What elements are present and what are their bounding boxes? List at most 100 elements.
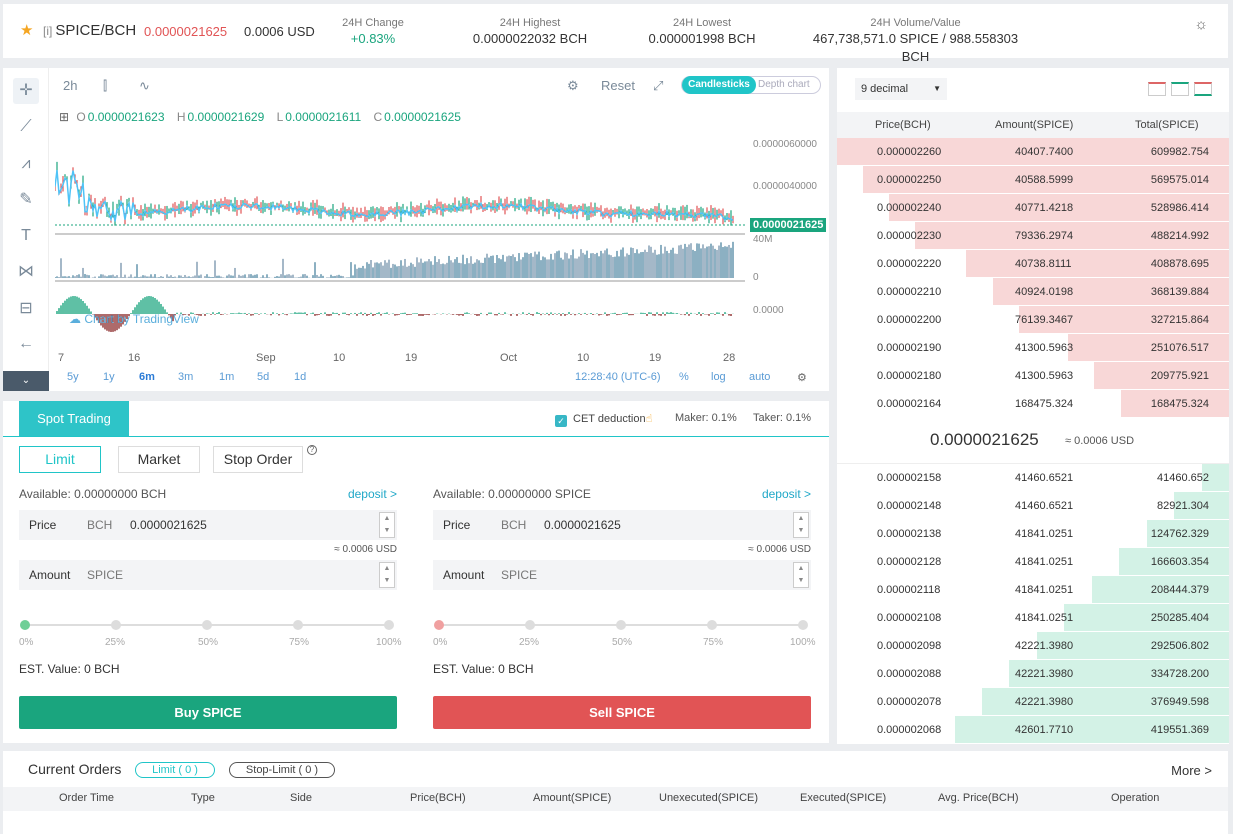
- ask-row[interactable]: 0.000002250 40588.5999 569575.014: [837, 166, 1229, 194]
- buy-percent-slider[interactable]: [20, 620, 394, 630]
- chart-settings-icon[interactable]: ⚙: [797, 372, 807, 384]
- timeframe-6m[interactable]: 6m: [139, 371, 155, 383]
- price-stepper[interactable]: ▲ ▼: [793, 512, 809, 538]
- slider-stop-50[interactable]: [616, 620, 626, 630]
- trend-line-icon[interactable]: ⟋: [20, 118, 32, 135]
- settings-gear-icon[interactable]: ⚙: [567, 78, 579, 93]
- bid-row[interactable]: 0.000002128 41841.0251 166603.354: [837, 548, 1229, 576]
- bid-total: 334728.200: [1150, 668, 1209, 680]
- slider-stop-75[interactable]: [293, 620, 303, 630]
- limit-orders-chip[interactable]: Limit ( 0 ): [135, 762, 215, 778]
- brush-icon[interactable]: ✎: [19, 191, 33, 208]
- timeframe-1d[interactable]: 1d: [294, 371, 307, 383]
- ask-total: 368139.884: [1150, 286, 1209, 298]
- legend-toggle-icon[interactable]: ⊞: [59, 110, 70, 124]
- fullscreen-icon[interactable]: ⤢: [653, 78, 664, 93]
- pct-label: 0%: [19, 637, 34, 648]
- timeframe-5d[interactable]: 5d: [257, 371, 270, 383]
- ask-row[interactable]: 0.000002164 168475.324 168475.324: [837, 390, 1229, 418]
- order-type-stop[interactable]: Stop Order: [213, 446, 303, 473]
- sell-amount-input[interactable]: Amount SPICE ▲ ▼: [433, 560, 811, 590]
- auto-scale-button[interactable]: auto: [749, 371, 771, 383]
- price-stepper[interactable]: ▲ ▼: [379, 512, 395, 538]
- candlesticks-tab[interactable]: Candlesticks: [682, 76, 756, 94]
- cet-deduction-checkbox[interactable]: ✓ CET deduction☝: [555, 412, 652, 427]
- log-scale-button[interactable]: log: [711, 371, 726, 383]
- buy-amount-input[interactable]: Amount SPICE ▲ ▼: [19, 560, 397, 590]
- depth-chart-tab[interactable]: Depth chart: [758, 79, 810, 90]
- order-type-market[interactable]: Market: [118, 446, 200, 473]
- chart-mode-toggle[interactable]: Candlesticks Depth chart: [681, 76, 821, 94]
- timeframe-5y[interactable]: 5y: [67, 371, 79, 383]
- help-icon[interactable]: ?: [307, 445, 317, 455]
- buy-button[interactable]: Buy SPICE: [19, 696, 397, 729]
- slider-handle[interactable]: [20, 620, 30, 630]
- ask-row[interactable]: 0.000002260 40407.7400 609982.754: [837, 138, 1229, 166]
- sell-deposit-link[interactable]: deposit >: [761, 487, 811, 501]
- col-total: Total(SPICE): [1135, 119, 1199, 131]
- bid-row[interactable]: 0.000002098 42221.3980 292506.802: [837, 632, 1229, 660]
- bid-row[interactable]: 0.000002068 42601.7710 419551.369: [837, 716, 1229, 744]
- view-asks-icon[interactable]: [1148, 82, 1166, 96]
- view-both-icon[interactable]: [1194, 82, 1212, 96]
- bid-row[interactable]: 0.000002088 42221.3980 334728.200: [837, 660, 1229, 688]
- pair-name: SPICE/BCH: [55, 22, 137, 39]
- ask-row[interactable]: 0.000002200 76139.3467 327215.864: [837, 306, 1229, 334]
- theme-toggle-icon[interactable]: ☼: [1194, 16, 1208, 33]
- timeframe-1y[interactable]: 1y: [103, 371, 115, 383]
- slider-stop-100[interactable]: [384, 620, 394, 630]
- bid-row[interactable]: 0.000002158 41460.6521 41460.652: [837, 464, 1229, 492]
- ask-row[interactable]: 0.000002220 40738.8111 408878.695: [837, 250, 1229, 278]
- decimal-select[interactable]: 9 decimal ▼: [855, 78, 947, 100]
- candlestick-plot[interactable]: [55, 106, 745, 396]
- order-type-limit[interactable]: Limit: [19, 446, 101, 473]
- amount-stepper[interactable]: ▲ ▼: [379, 562, 395, 588]
- bid-row[interactable]: 0.000002108 41841.0251 250285.404: [837, 604, 1229, 632]
- timeframe-3m[interactable]: 3m: [178, 371, 194, 383]
- sell-price-input[interactable]: Price BCH 0.0000021625 ▲ ▼: [433, 510, 811, 540]
- pattern-icon[interactable]: ⋈: [18, 263, 34, 280]
- slider-stop-50[interactable]: [202, 620, 212, 630]
- bid-amount: 41460.6521: [1015, 500, 1074, 512]
- ask-row[interactable]: 0.000002190 41300.5963 251076.517: [837, 334, 1229, 362]
- text-tool-icon[interactable]: T: [21, 227, 31, 244]
- tab-spot-trading[interactable]: Spot Trading: [19, 401, 129, 436]
- ask-total: 609982.754: [1150, 146, 1209, 158]
- bid-row[interactable]: 0.000002138 41841.0251 124762.329: [837, 520, 1229, 548]
- slider-handle[interactable]: [434, 620, 444, 630]
- slider-stop-100[interactable]: [798, 620, 808, 630]
- ask-row[interactable]: 0.000002210 40924.0198 368139.884: [837, 278, 1229, 306]
- more-orders-link[interactable]: More >: [1171, 763, 1212, 778]
- reset-button[interactable]: Reset: [601, 78, 635, 93]
- crosshair-icon[interactable]: ✛: [13, 78, 39, 104]
- tradingview-logo[interactable]: ☁ Chart by TradingView: [69, 312, 199, 326]
- bid-row[interactable]: 0.000002118 41841.0251 208444.379: [837, 576, 1229, 604]
- slider-stop-25[interactable]: [111, 620, 121, 630]
- slider-stop-75[interactable]: [707, 620, 717, 630]
- buy-deposit-link[interactable]: deposit >: [347, 487, 397, 501]
- indicator-icon[interactable]: ∿: [139, 78, 150, 93]
- percent-scale-button[interactable]: %: [679, 371, 689, 383]
- candle-type-icon[interactable]: ⫿: [103, 78, 108, 93]
- fib-icon[interactable]: ⩘: [21, 155, 31, 172]
- buy-price-input[interactable]: Price BCH 0.0000021625 ▲ ▼: [19, 510, 397, 540]
- stop-limit-orders-chip[interactable]: Stop-Limit ( 0 ): [229, 762, 335, 778]
- timeframe-1m[interactable]: 1m: [219, 371, 235, 383]
- interval-button[interactable]: 2h: [63, 78, 78, 93]
- ask-row[interactable]: 0.000002240 40771.4218 528986.414: [837, 194, 1229, 222]
- slider-stop-25[interactable]: [525, 620, 535, 630]
- sell-button[interactable]: Sell SPICE: [433, 696, 811, 729]
- sell-percent-slider[interactable]: [434, 620, 808, 630]
- back-arrow-icon[interactable]: ←: [18, 335, 34, 352]
- bid-depth-bar: [1119, 548, 1229, 575]
- bid-row[interactable]: 0.000002078 42221.3980 376949.598: [837, 688, 1229, 716]
- amount-stepper[interactable]: ▲ ▼: [793, 562, 809, 588]
- collapse-toolbar-icon[interactable]: ⌄: [3, 371, 49, 391]
- view-bids-icon[interactable]: [1171, 82, 1189, 96]
- col-amount: Amount(SPICE): [995, 119, 1074, 131]
- measure-icon[interactable]: ⊟: [19, 300, 33, 317]
- bid-row[interactable]: 0.000002148 41460.6521 82921.304: [837, 492, 1229, 520]
- ask-row[interactable]: 0.000002180 41300.5963 209775.921: [837, 362, 1229, 390]
- ask-row[interactable]: 0.000002230 79336.2974 488214.992: [837, 222, 1229, 250]
- favorite-star-icon[interactable]: ★: [20, 22, 34, 39]
